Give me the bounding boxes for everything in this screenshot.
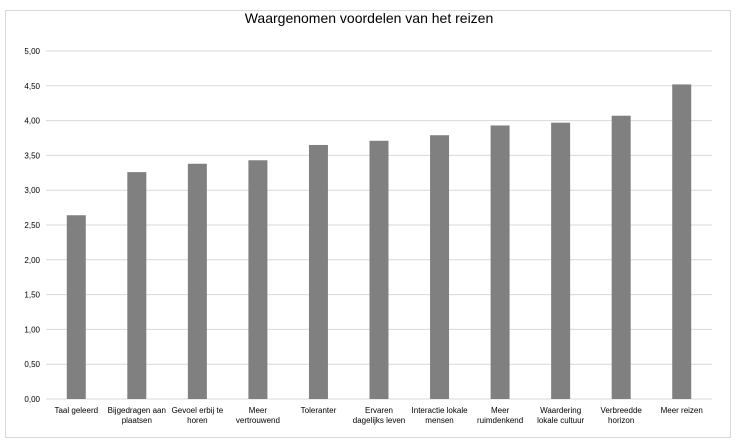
- bar: [490, 125, 510, 400]
- bars: [66, 84, 692, 400]
- bar: [308, 144, 328, 399]
- x-tick-label: Meer ruimdenkend: [477, 406, 523, 425]
- x-tick-label: Bijgedragen aan plaatsen: [108, 406, 166, 425]
- y-axis: 0,00 0,50 1,00 1,50 2,00 2,50 3,00 3,50 4,00 4,50…: [24, 47, 40, 404]
- x-tick-label: Ervaren dagelijks leven: [353, 406, 405, 425]
- x-tick-label: Toleranter: [301, 406, 337, 415]
- y-tick-label: 3,00: [24, 186, 40, 195]
- y-tick-label: 2,50: [24, 221, 40, 230]
- bar: [66, 215, 86, 399]
- x-tick-label: Taal geleerd: [54, 406, 98, 415]
- y-tick-label: 1,50: [24, 291, 40, 300]
- bar: [369, 140, 389, 399]
- bar: [248, 160, 268, 399]
- bar: [551, 122, 571, 400]
- x-tick-label: Meer reizen: [661, 406, 703, 415]
- x-tick-label: Meer vertrouwend: [236, 406, 280, 425]
- bar: [672, 84, 692, 400]
- y-tick-label: 1,00: [24, 325, 40, 334]
- x-tick-label: Interactie lokale mensen: [412, 406, 469, 425]
- x-tick-label: Verbreedde horizon: [600, 406, 642, 425]
- bar: [611, 115, 631, 399]
- bar: [127, 172, 147, 399]
- y-tick-label: 4,00: [24, 117, 40, 126]
- y-tick-label: 2,00: [24, 256, 40, 265]
- x-axis: Taal geleerd Bijgedragen aan plaatsen Gevoe…: [54, 406, 702, 425]
- y-tick-label: 5,00: [24, 47, 40, 56]
- x-tick-label: Waardering lokale cultuur: [537, 406, 584, 425]
- y-tick-label: 0,00: [24, 395, 40, 404]
- chart-title: Waargenomen voordelen van het reizen: [244, 10, 494, 26]
- y-tick-label: 4,50: [24, 82, 40, 91]
- bar: [187, 163, 207, 399]
- bar: [430, 135, 450, 399]
- y-tick-label: 3,50: [24, 151, 40, 160]
- chart-area: [5, 10, 731, 438]
- x-tick-label: Gevoel erbij te horen: [172, 406, 224, 425]
- y-tick-label: 0,50: [24, 360, 40, 369]
